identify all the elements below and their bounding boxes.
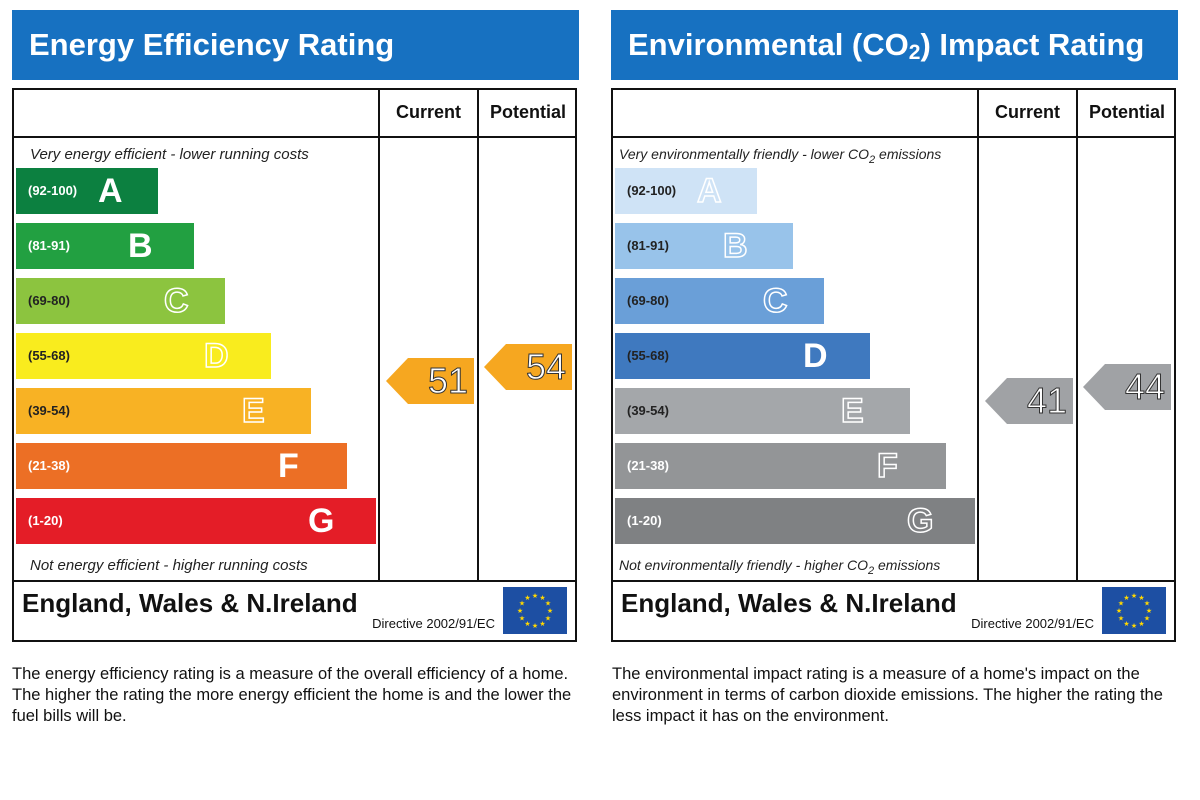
- region-label: England, Wales & N.Ireland: [22, 588, 358, 618]
- energy-efficiency-title: Energy Efficiency Rating: [12, 10, 579, 80]
- band-letter: E: [840, 391, 864, 431]
- energy-efficiency-panel: Energy Efficiency Rating Current Potenti…: [12, 10, 579, 642]
- band-letter: D: [203, 336, 229, 376]
- rating-band-a: (92-100) A: [615, 168, 757, 214]
- energy-efficiency-description: The energy efficiency rating is a measur…: [12, 665, 572, 725]
- svg-text:★: ★: [1118, 600, 1124, 608]
- svg-text:★: ★: [1138, 620, 1144, 628]
- current-rating-arrow: 41: [985, 378, 1073, 424]
- band-range-label: (21-38): [627, 458, 669, 473]
- environmental-impact-chart: Current Potential Very environmentally f…: [611, 88, 1176, 582]
- directive-label: Directive 2002/91/EC: [971, 616, 1094, 631]
- rating-band-c: (69-80) C: [16, 278, 225, 324]
- rating-band-f: (21-38) F: [615, 443, 946, 489]
- potential-column-header: Potential: [1088, 102, 1165, 122]
- svg-text:★: ★: [1123, 594, 1129, 602]
- rating-band-b: (81-91) B: [16, 223, 194, 269]
- svg-text:★: ★: [1131, 592, 1137, 600]
- svg-text:★: ★: [1144, 600, 1150, 608]
- band-range-label: (39-54): [28, 403, 70, 418]
- band-letter: E: [241, 391, 265, 431]
- band-range-label: (55-68): [28, 348, 70, 363]
- current-column-header: Current: [395, 102, 461, 122]
- svg-text:★: ★: [1131, 622, 1137, 630]
- rating-band-d: (55-68) D: [16, 333, 271, 379]
- band-letter: D: [803, 337, 828, 375]
- svg-text:★: ★: [1123, 620, 1129, 628]
- eu-flag-icon: ★ ★ ★ ★ ★ ★ ★ ★ ★ ★ ★ ★: [1102, 587, 1166, 634]
- current-column-header: Current: [994, 102, 1060, 122]
- environmental-impact-panel: Environmental (CO2) Impact Rating Curren…: [611, 10, 1178, 642]
- band-letter: F: [278, 447, 299, 485]
- current-rating-value: 41: [1026, 380, 1067, 422]
- svg-text:★: ★: [524, 620, 530, 628]
- bottom-caption: Not environmentally friendly - higher CO…: [619, 557, 941, 577]
- band-range-label: (69-80): [627, 293, 669, 308]
- svg-text:★: ★: [519, 615, 525, 623]
- potential-column-header: Potential: [489, 102, 566, 122]
- bottom-caption: Not energy efficient - higher running co…: [30, 557, 308, 574]
- band-range-label: (39-54): [627, 403, 669, 418]
- region-footer: England, Wales & N.Ireland Directive 200…: [611, 582, 1176, 642]
- band-range-label: (69-80): [28, 293, 70, 308]
- band-letter: B: [722, 226, 748, 266]
- band-letter: A: [98, 172, 123, 210]
- svg-text:★: ★: [1138, 594, 1144, 602]
- band-letter: C: [163, 281, 189, 321]
- svg-text:★: ★: [539, 620, 545, 628]
- svg-text:★: ★: [547, 607, 553, 615]
- region-footer: England, Wales & N.Ireland Directive 200…: [12, 582, 577, 642]
- rating-band-g: (1-20) G: [16, 498, 376, 544]
- band-range-label: (81-91): [627, 238, 669, 253]
- eu-flag-icon: ★ ★ ★ ★ ★ ★ ★ ★ ★ ★ ★ ★: [503, 587, 567, 634]
- band-range-label: (81-91): [28, 238, 70, 253]
- current-rating-arrow: 51: [386, 358, 474, 404]
- svg-text:★: ★: [517, 607, 523, 615]
- current-rating-value: 51: [427, 360, 468, 402]
- rating-band-e: (39-54) E: [615, 388, 910, 434]
- region-label: England, Wales & N.Ireland: [621, 588, 957, 618]
- svg-text:★: ★: [532, 622, 538, 630]
- rating-band-d: (55-68) D: [615, 333, 870, 379]
- band-range-label: (92-100): [627, 183, 677, 198]
- svg-text:★: ★: [1118, 615, 1124, 623]
- band-range-label: (92-100): [28, 183, 78, 198]
- rating-band-c: (69-80) C: [615, 278, 824, 324]
- band-letter: C: [762, 281, 788, 321]
- rating-band-b: (81-91) B: [615, 223, 793, 269]
- potential-rating-value: 54: [525, 346, 566, 388]
- directive-label: Directive 2002/91/EC: [372, 616, 495, 631]
- band-letter: F: [876, 446, 898, 486]
- band-letter: G: [308, 502, 335, 540]
- band-letter: G: [906, 501, 934, 541]
- svg-text:★: ★: [519, 600, 525, 608]
- svg-text:★: ★: [532, 592, 538, 600]
- band-letter: A: [696, 171, 722, 211]
- band-range-label: (1-20): [28, 513, 63, 528]
- band-range-label: (21-38): [28, 458, 70, 473]
- svg-text:★: ★: [539, 594, 545, 602]
- band-range-label: (1-20): [627, 513, 662, 528]
- band-range-label: (55-68): [627, 348, 669, 363]
- svg-text:★: ★: [524, 594, 530, 602]
- environmental-impact-title: Environmental (CO2) Impact Rating: [611, 10, 1178, 80]
- svg-text:★: ★: [1144, 615, 1150, 623]
- rating-band-a: (92-100) A: [16, 168, 158, 214]
- svg-text:★: ★: [545, 615, 551, 623]
- potential-rating-value: 44: [1124, 366, 1165, 408]
- rating-band-g: (1-20) G: [615, 498, 975, 544]
- potential-rating-arrow: 54: [484, 344, 572, 390]
- top-caption: Very energy efficient - lower running co…: [30, 146, 309, 163]
- energy-efficiency-chart: Current Potential Very energy efficient …: [12, 88, 577, 582]
- top-caption: Very environmentally friendly - lower CO…: [619, 146, 942, 166]
- potential-rating-arrow: 44: [1083, 364, 1171, 410]
- band-letter: B: [128, 227, 153, 265]
- svg-text:★: ★: [1116, 607, 1122, 615]
- rating-band-f: (21-38) F: [16, 443, 347, 489]
- svg-text:★: ★: [545, 600, 551, 608]
- rating-band-e: (39-54) E: [16, 388, 311, 434]
- svg-text:★: ★: [1146, 607, 1152, 615]
- environmental-impact-description: The environmental impact rating is a mea…: [612, 665, 1163, 725]
